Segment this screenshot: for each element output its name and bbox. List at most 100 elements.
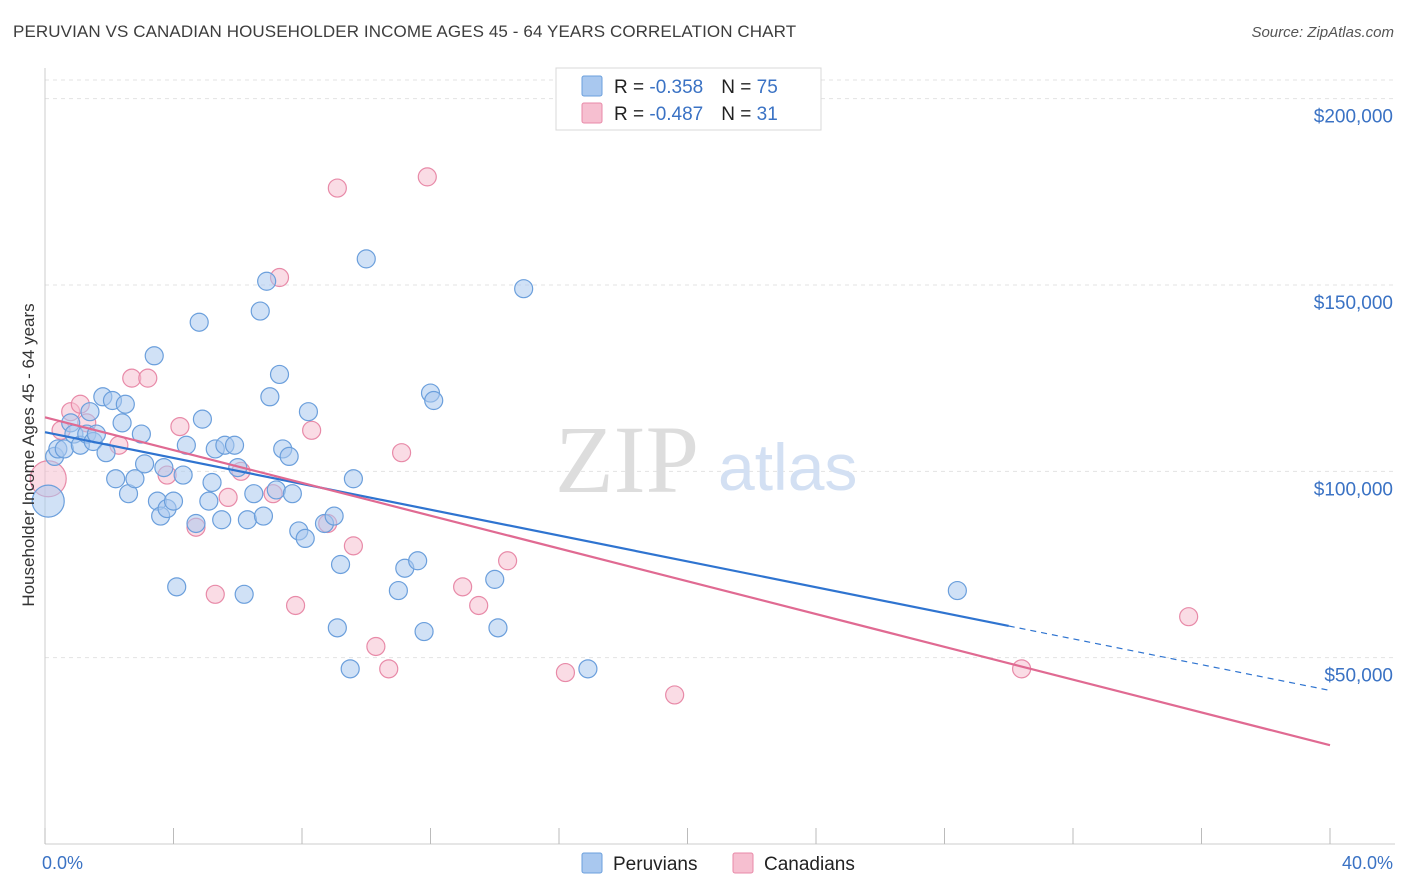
peruvians-points (31, 249, 967, 679)
peruvians-point (112, 413, 132, 433)
peruvians-point (282, 484, 302, 504)
peruvians-point (947, 580, 967, 601)
legend-n-label-1: N = (721, 77, 756, 98)
peruvians-trend-extension (1008, 625, 1331, 692)
canadians-point (498, 551, 518, 571)
legend-n-label-2: N = (721, 104, 756, 125)
peruvians-point (330, 554, 351, 575)
peruvians-point (192, 409, 213, 429)
legend-top-swatch-canadians (581, 102, 603, 124)
peruvians-point (514, 279, 534, 299)
legend-swatch-peruvians (581, 852, 603, 874)
canadians-point (138, 368, 158, 388)
trend-lines (44, 416, 1331, 747)
peruvians-point (202, 472, 222, 493)
peruvians-point (578, 659, 598, 679)
canadians-point (366, 636, 386, 657)
y-axis-title: Householder Income Ages 45 - 64 years (19, 303, 38, 606)
canadians-point (453, 577, 473, 597)
peruvians-point (488, 618, 508, 638)
y-tick-label: $200,000 (1314, 107, 1393, 128)
peruvians-point (260, 387, 280, 407)
peruvians-point (115, 394, 135, 414)
axes (44, 68, 1395, 845)
legend-r-value-1: -0.358 (649, 77, 703, 98)
y-tick-label: $100,000 (1314, 479, 1393, 500)
canadians-point (1179, 607, 1199, 627)
watermark-zip: ZIP (555, 406, 699, 513)
y-tick-label: $150,000 (1314, 293, 1393, 314)
canadians-point (343, 536, 363, 556)
peruvians-point (163, 491, 184, 511)
peruvians-point (343, 469, 363, 489)
peruvians-point (408, 551, 428, 571)
peruvians-point (250, 301, 270, 321)
peruvians-point (253, 506, 274, 526)
peruvians-trend-line (44, 431, 1009, 628)
peruvians-point (279, 446, 299, 467)
canadians-point (391, 443, 412, 463)
watermark: ZIP atlas (555, 406, 857, 513)
peruvians-point (237, 510, 257, 530)
canadians-point (379, 659, 399, 679)
watermark-atlas: atlas (718, 430, 857, 504)
legend-n-value-2: 31 (757, 104, 778, 125)
peruvians-point (388, 580, 408, 601)
peruvians-point (125, 469, 145, 489)
legend-swatch-canadians (732, 852, 754, 874)
peruvians-point (212, 510, 232, 530)
canadians-point (218, 487, 238, 508)
canadians-point (302, 420, 322, 440)
legend-top-row-1: R = -0.358 N = 75 (614, 77, 778, 98)
peruvians-point (167, 577, 187, 597)
x-tick-label-max: 40.0% (1342, 853, 1393, 873)
peruvians-point (144, 346, 164, 366)
canadians-point (469, 595, 489, 616)
peruvians-point (244, 484, 264, 504)
legend-top-row-2: R = -0.487 N = 31 (614, 104, 778, 125)
peruvians-point (414, 621, 434, 642)
legend-r-label-2: R = (614, 104, 649, 125)
peruvians-point (485, 569, 505, 589)
peruvians-point (186, 513, 206, 534)
y-tick-labels: $50,000 $100,000 $150,000 $200,000 (1314, 107, 1393, 687)
peruvians-point (324, 506, 344, 526)
peruvians-point (327, 618, 347, 638)
peruvians-point (234, 584, 254, 604)
peruvians-point (31, 484, 65, 518)
peruvians-point (340, 659, 360, 679)
canadians-point (170, 416, 190, 437)
legend-bottom: Peruvians Canadians (581, 852, 855, 875)
y-tick-label: $50,000 (1324, 666, 1393, 687)
gridlines (45, 79, 1395, 659)
source-label: Source: ZipAtlas.com (1251, 24, 1394, 41)
canadians-point (665, 685, 685, 705)
peruvians-point (189, 312, 209, 332)
peruvians-point (199, 491, 219, 511)
peruvians-point (295, 528, 315, 549)
canadians-point (417, 167, 437, 187)
legend-r-label-1: R = (614, 77, 649, 98)
peruvians-point (80, 402, 100, 422)
legend-label-peruvians: Peruvians (613, 854, 698, 875)
peruvians-point (224, 435, 245, 455)
peruvians-point (134, 454, 155, 474)
canadians-point (327, 178, 347, 198)
peruvians-point (257, 271, 277, 291)
peruvians-point (269, 364, 290, 385)
canadians-point (285, 595, 306, 616)
peruvians-point (106, 469, 126, 489)
peruvians-point (298, 402, 319, 422)
legend-top: R = -0.358 N = 75 R = -0.487 N = 31 (555, 67, 822, 131)
legend-r-value-2: -0.487 (649, 104, 703, 125)
x-tick-label-min: 0.0% (42, 853, 83, 873)
peruvians-point (173, 465, 193, 485)
peruvians-point (154, 457, 174, 478)
peruvians-point (356, 249, 376, 269)
canadians-trend-line (44, 416, 1331, 747)
peruvians-point (131, 424, 151, 444)
legend-top-swatch-peruvians (581, 75, 603, 97)
legend-n-value-1: 75 (757, 77, 778, 98)
canadians-point (555, 662, 576, 683)
